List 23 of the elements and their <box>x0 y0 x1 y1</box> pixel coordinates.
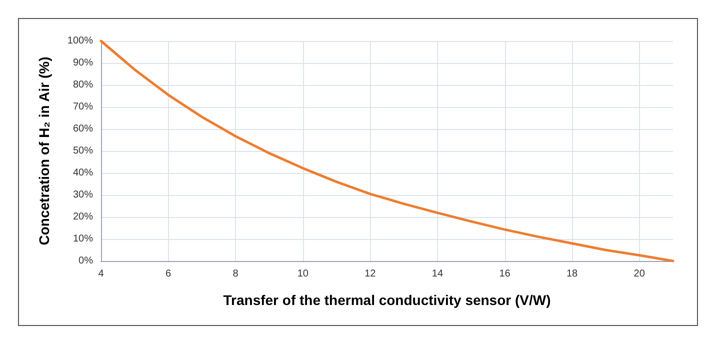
y-axis-title: Concetration of H₂ in Air (%) <box>36 56 52 246</box>
y-tick-label: 50% <box>72 146 94 156</box>
y-tick-label: 0% <box>78 256 94 266</box>
y-tick-label: 60% <box>72 124 94 134</box>
y-tick-label: 40% <box>72 168 94 178</box>
y-tick-label: 70% <box>72 102 94 112</box>
y-tick-label: 30% <box>72 190 94 200</box>
y-tick-label: 20% <box>72 212 94 222</box>
x-tick-label: 16 <box>499 268 511 280</box>
x-tick-label: 6 <box>166 268 172 280</box>
x-tick-label: 20 <box>634 268 646 280</box>
x-tick-label: 10 <box>297 268 309 280</box>
y-tick-label: 10% <box>72 234 94 244</box>
x-tick-label: 14 <box>432 268 444 280</box>
y-tick-label: 90% <box>72 58 94 68</box>
x-tick-label: 12 <box>364 268 376 280</box>
x-tick-label: 8 <box>232 268 239 280</box>
x-axis-title: Transfer of the thermal conductivity sensor (V/W) <box>223 292 551 308</box>
y-tick-label: 100% <box>67 36 94 46</box>
y-tick-label: 80% <box>72 80 94 90</box>
line-series <box>100 40 674 262</box>
x-tick-label: 4 <box>98 268 104 280</box>
x-tick-label: 18 <box>566 268 578 280</box>
